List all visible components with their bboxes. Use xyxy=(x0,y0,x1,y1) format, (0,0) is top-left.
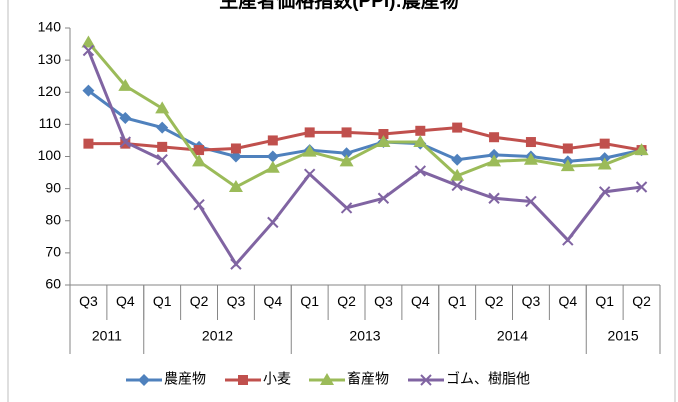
marker xyxy=(119,111,132,124)
marker xyxy=(340,202,353,214)
marker xyxy=(560,159,575,172)
x-tick-label: Q3 xyxy=(374,293,393,309)
marker xyxy=(377,192,390,204)
marker xyxy=(339,154,354,167)
chart-border xyxy=(7,0,676,402)
marker xyxy=(230,143,241,154)
marker xyxy=(302,144,317,157)
marker xyxy=(156,121,169,134)
marker xyxy=(156,154,168,166)
marker xyxy=(265,160,280,173)
marker xyxy=(597,157,612,170)
x-group-label: 2014 xyxy=(497,328,528,344)
marker xyxy=(82,44,95,57)
marker xyxy=(488,192,500,204)
x-tick-label: Q4 xyxy=(411,293,430,309)
marker xyxy=(451,179,463,192)
legend-marker xyxy=(420,374,432,386)
marker xyxy=(487,154,502,167)
marker xyxy=(378,129,389,140)
marker xyxy=(562,143,573,154)
x-tick-label: Q1 xyxy=(595,293,614,309)
marker xyxy=(230,258,242,270)
marker xyxy=(451,153,464,166)
marker xyxy=(376,135,391,148)
marker xyxy=(599,138,610,149)
x-group-label: 2015 xyxy=(608,328,639,344)
marker xyxy=(452,122,463,133)
y-tick-label: 100 xyxy=(38,147,62,163)
marker xyxy=(525,137,536,148)
marker xyxy=(228,180,243,193)
x-tick-label: Q3 xyxy=(79,293,98,309)
y-tick-label: 110 xyxy=(39,115,62,131)
x-tick-label: Q3 xyxy=(227,293,246,309)
marker xyxy=(341,127,352,138)
marker xyxy=(562,234,574,246)
marker xyxy=(413,135,428,148)
y-tick-label: 60 xyxy=(45,276,61,292)
x-tick-label: Q4 xyxy=(116,293,135,309)
x-tick-label: Q2 xyxy=(337,293,356,309)
chart-title: 生産者価格指数(PPI):農産物 xyxy=(219,0,459,12)
legend-label: 農産物 xyxy=(164,371,206,387)
x-tick-label: Q4 xyxy=(558,293,577,309)
marker xyxy=(81,35,96,48)
legend-marker xyxy=(238,375,248,385)
marker xyxy=(267,135,278,146)
marker xyxy=(266,150,279,163)
marker xyxy=(83,138,94,149)
x-group-label: 2012 xyxy=(202,328,233,344)
legend-marker xyxy=(138,374,150,386)
y-tick-label: 90 xyxy=(45,179,61,195)
marker xyxy=(118,78,133,91)
marker xyxy=(415,125,426,136)
marker xyxy=(229,150,242,163)
marker xyxy=(82,84,95,97)
series-line xyxy=(88,126,642,152)
x-tick-label: Q3 xyxy=(522,293,541,309)
marker xyxy=(450,168,465,181)
x-tick-label: Q2 xyxy=(485,293,504,309)
marker xyxy=(267,216,279,229)
series-line xyxy=(87,41,643,189)
y-tick-label: 120 xyxy=(38,83,62,99)
marker xyxy=(635,181,648,193)
x-tick-label: Q2 xyxy=(632,293,651,309)
marker xyxy=(192,154,207,167)
legend-label: ゴム、樹脂他 xyxy=(446,371,530,387)
marker xyxy=(523,152,538,165)
marker xyxy=(525,195,537,208)
marker xyxy=(157,141,168,152)
x-tick-label: Q1 xyxy=(153,293,172,309)
marker xyxy=(340,147,353,160)
marker xyxy=(598,186,611,198)
marker xyxy=(194,145,205,156)
marker xyxy=(414,165,427,177)
marker xyxy=(634,143,649,156)
x-group-label: 2011 xyxy=(92,328,122,344)
x-tick-label: Q1 xyxy=(448,293,467,309)
marker xyxy=(304,127,315,138)
x-tick-label: Q4 xyxy=(263,293,282,309)
marker xyxy=(489,132,500,143)
legend-label: 小麦 xyxy=(263,371,291,387)
x-group-label: 2013 xyxy=(349,328,380,344)
marker xyxy=(119,136,132,148)
marker xyxy=(303,168,316,180)
y-tick-label: 80 xyxy=(45,211,61,227)
x-tick-label: Q2 xyxy=(190,293,209,309)
marker xyxy=(155,101,170,114)
marker xyxy=(193,198,205,211)
x-tick-label: Q1 xyxy=(300,293,319,309)
y-tick-label: 70 xyxy=(45,244,61,260)
y-tick-label: 140 xyxy=(38,19,62,35)
series-line xyxy=(87,49,642,267)
y-tick-label: 130 xyxy=(38,51,62,67)
legend-label: 畜産物 xyxy=(347,371,389,387)
legend-marker xyxy=(320,373,334,385)
